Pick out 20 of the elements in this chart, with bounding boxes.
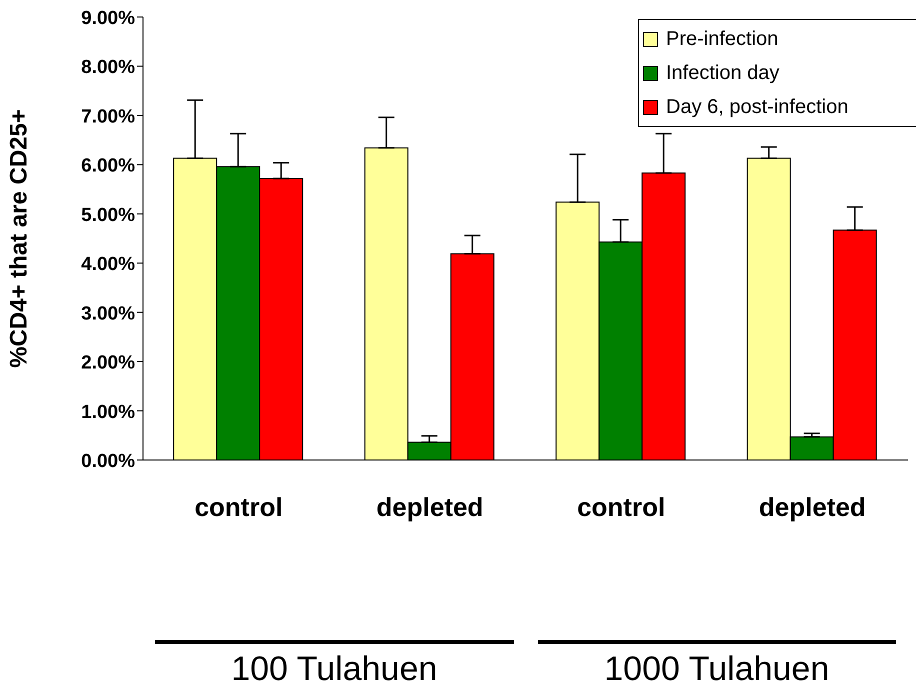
x-tick-label: control xyxy=(577,492,666,522)
y-tick-label: 8.00% xyxy=(81,57,136,78)
y-tick-label: 3.00% xyxy=(81,303,136,324)
y-tick-label: 5.00% xyxy=(81,204,136,226)
text: 1000 Tulahuen xyxy=(603,650,830,689)
y-tick-label: 6.00% xyxy=(81,156,136,177)
y-tick-label: 9.00% xyxy=(81,8,136,29)
y-axis-title: %CD4+ that are CD25+ xyxy=(6,109,33,368)
x-tick-label: control xyxy=(194,492,283,522)
y-tick-label: 4.00% xyxy=(81,254,136,276)
y-tick-label: 2.00% xyxy=(81,352,136,374)
x-tick-label: depleted xyxy=(758,492,866,522)
x-tick-label: depleted xyxy=(376,492,484,522)
legend-label: Pre-infection xyxy=(666,28,778,50)
y-tick-label: 7.00% xyxy=(81,106,136,128)
text: 100 Tulahuen xyxy=(230,650,438,689)
legend-label: Day 6, post-infection xyxy=(666,96,848,118)
y-tick-label: 0.00% xyxy=(81,451,136,472)
legend-label: Infection day xyxy=(666,62,780,84)
y-tick-label: 1.00% xyxy=(81,402,136,423)
